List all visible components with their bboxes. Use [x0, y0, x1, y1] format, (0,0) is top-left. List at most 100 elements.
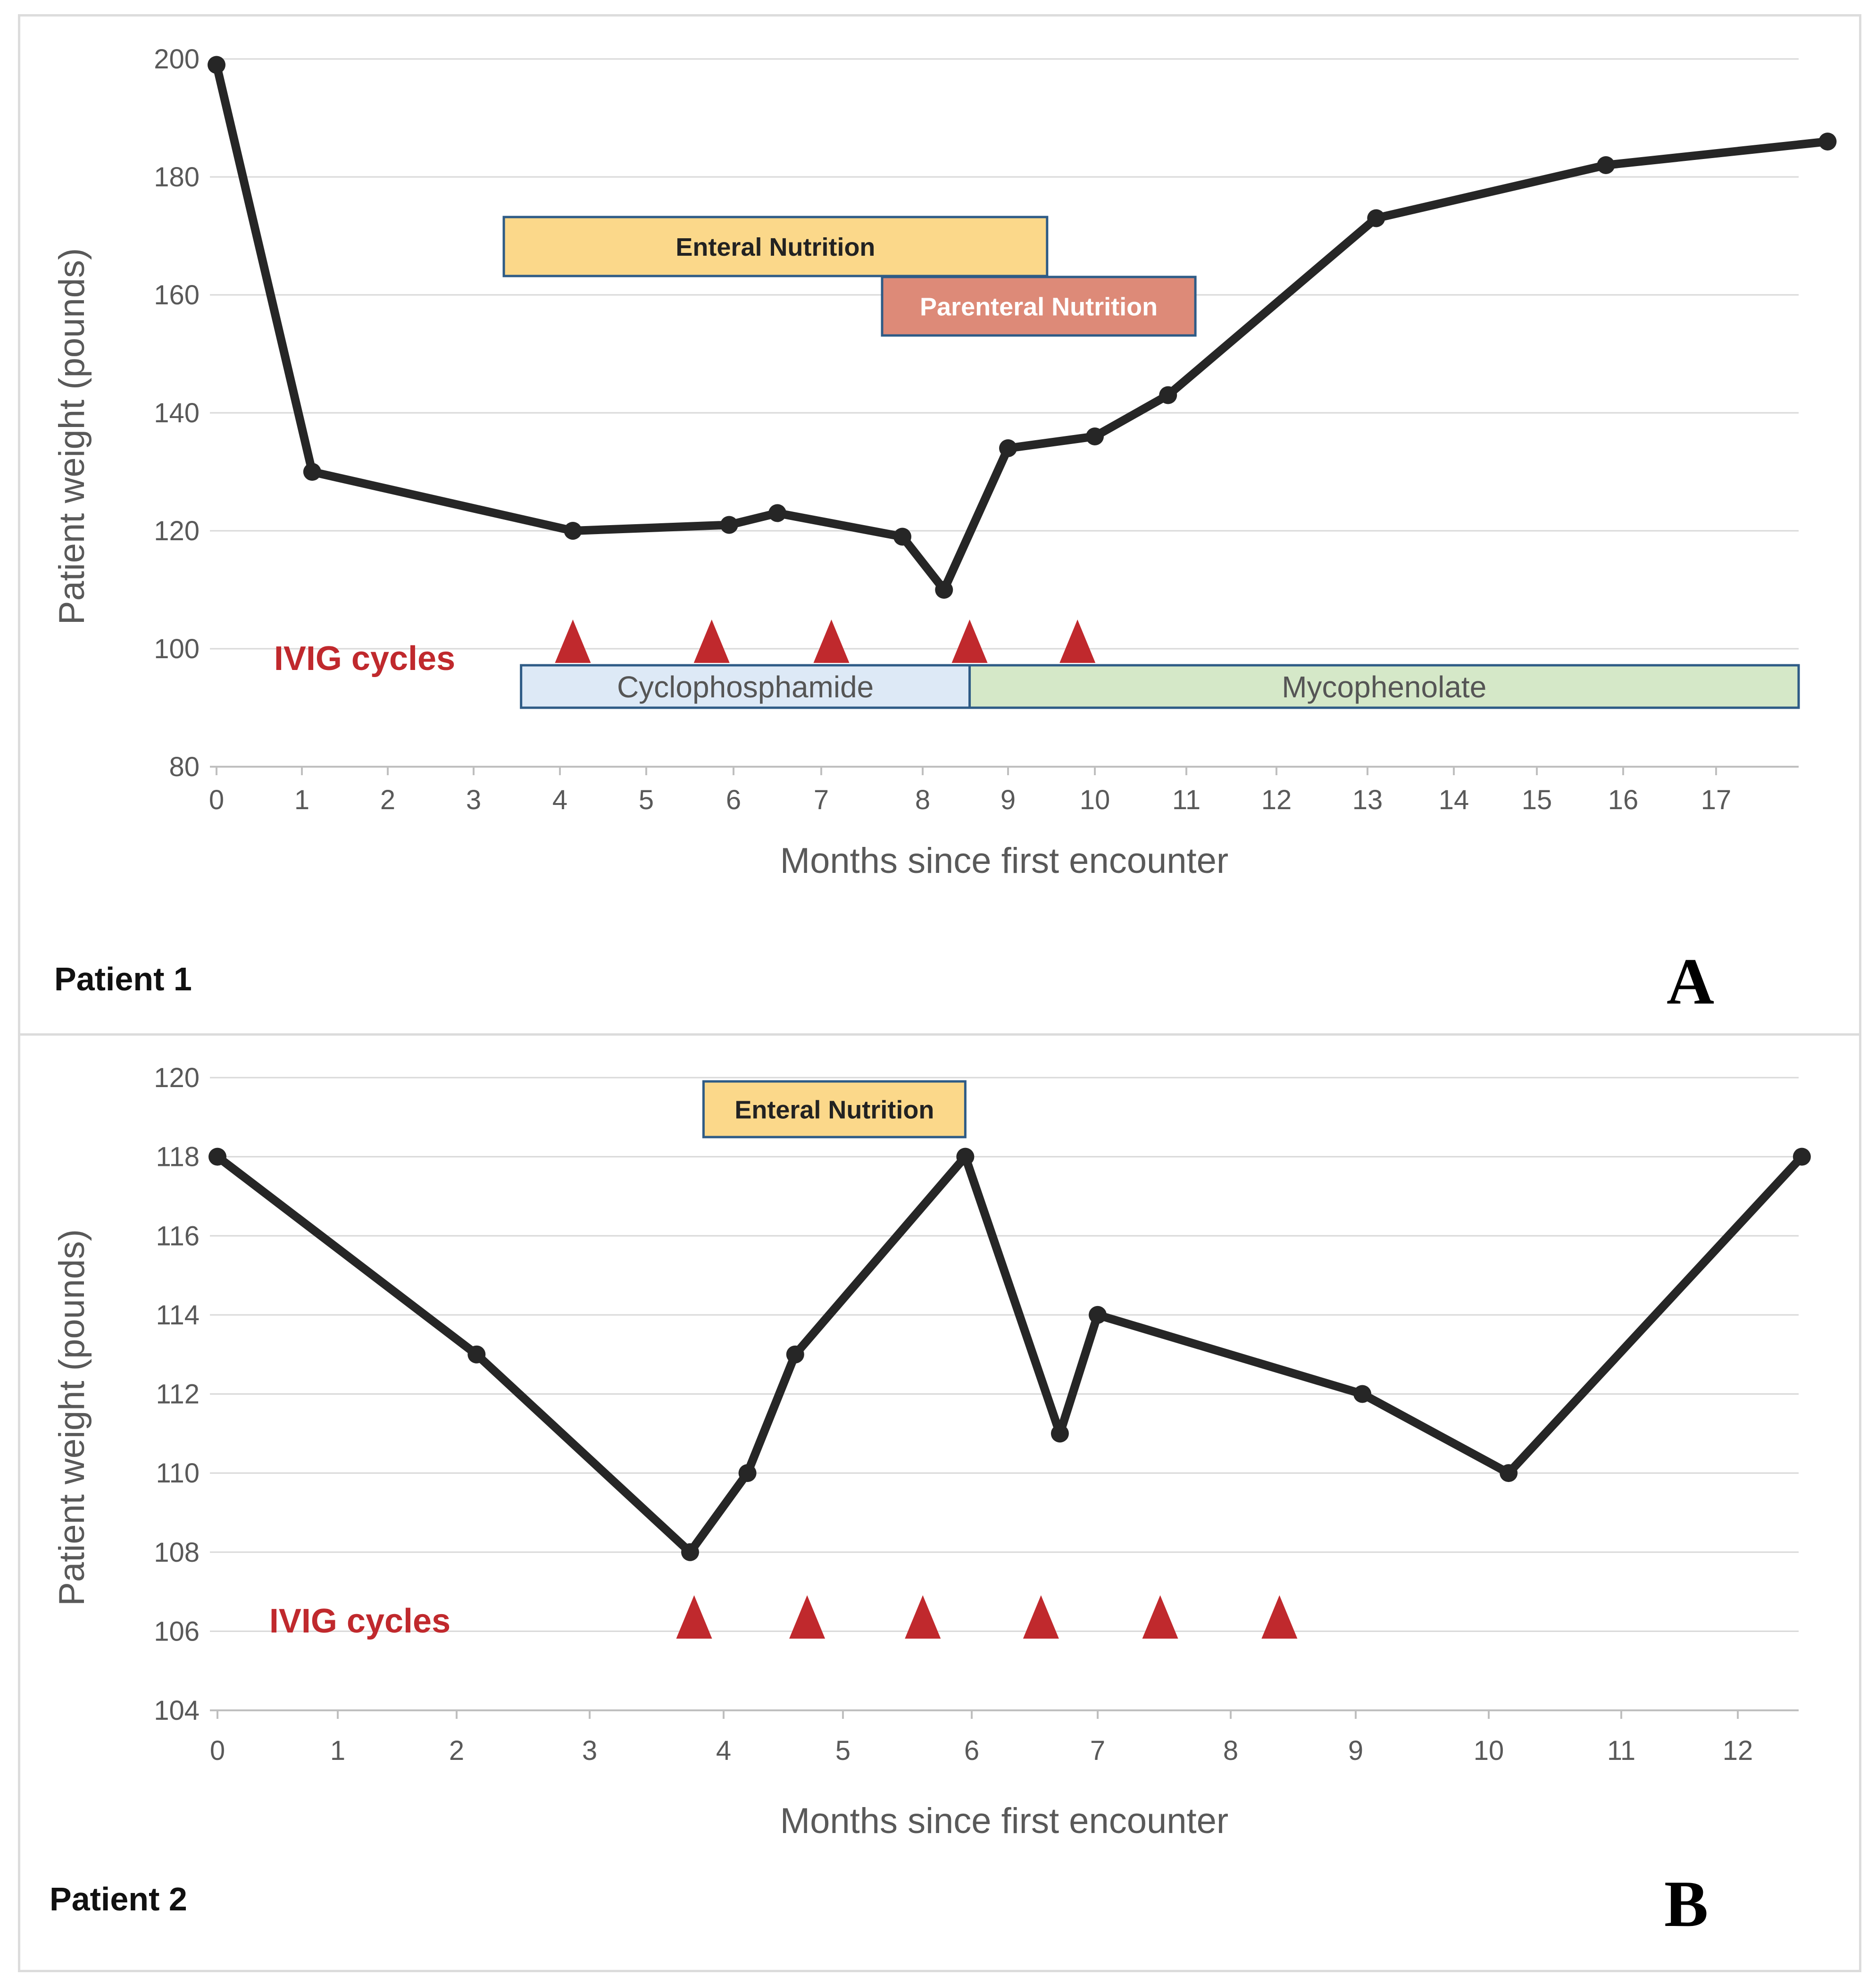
x-tick-label: 14: [1439, 785, 1469, 815]
treatment-bar: [502, 216, 1049, 277]
x-tick-label: 2: [449, 1735, 464, 1766]
x-tick-label: 16: [1608, 785, 1639, 815]
ivig-triangle: [693, 619, 730, 663]
treatment-bar-label: Enteral Nutrition: [734, 1096, 934, 1124]
chart-panel-b: 104 106 108 110 112 114 116 118 120 0 1 2 3 4 5 6 7 8 9 10 1…: [18, 1033, 1861, 1972]
weight-point: [1353, 1385, 1372, 1403]
weight-point: [303, 463, 321, 481]
patient-label-a: Patient 1: [54, 961, 192, 997]
weight-point: [681, 1543, 699, 1561]
weight-point: [935, 581, 953, 599]
x-tick-label: 3: [582, 1735, 597, 1766]
treatment-bar: [881, 276, 1197, 337]
x-tick-label: 12: [1723, 1735, 1753, 1766]
weight-point: [786, 1345, 804, 1364]
y-axis-title: Patient weight (pounds): [52, 1229, 92, 1606]
weight-point: [738, 1464, 757, 1482]
weight-point: [1089, 1306, 1107, 1324]
x-axis-title: Months since first encounter: [780, 1801, 1228, 1841]
x-tick-label: 10: [1080, 785, 1110, 815]
panel-letter-b: B: [1664, 1867, 1709, 1941]
x-tick-label: 6: [726, 785, 741, 815]
chart-panel-a: 80 100 120 140 160 180 200 0 1 2 3 4 5 6 7 8 9 10 11 12 13 14…: [18, 14, 1861, 1038]
weight-point: [1818, 133, 1837, 151]
weight-point: [564, 522, 582, 540]
weight-line: [213, 1152, 1806, 1557]
treatment-bar: [520, 664, 971, 709]
y-tick-label: 112: [156, 1379, 200, 1410]
x-tick-label: 10: [1474, 1735, 1504, 1766]
x-tick-label: 5: [835, 1735, 850, 1766]
ivig-triangle: [789, 1595, 825, 1639]
weight-point: [208, 56, 225, 74]
weight-point: [1500, 1464, 1518, 1482]
y-tick-label: 110: [156, 1458, 200, 1489]
x-tick-label: 7: [814, 785, 829, 815]
ivig-label: IVIG cycles: [274, 640, 455, 678]
y-tick-label: 114: [156, 1300, 200, 1331]
x-tick-label: 0: [209, 785, 224, 815]
x-tick-label: 4: [716, 1735, 731, 1766]
weight-point: [720, 516, 738, 534]
ivig-triangle: [951, 619, 988, 663]
treatment-bar: [968, 664, 1800, 709]
x-tick-label: 9: [1348, 1735, 1363, 1766]
y-tick-label: 116: [156, 1221, 200, 1251]
weight-point: [1793, 1147, 1811, 1166]
weight-point: [999, 439, 1017, 457]
y-tick-label: 120: [154, 516, 200, 546]
x-tick-label: 13: [1352, 785, 1383, 815]
x-tick-label: 3: [466, 785, 481, 815]
weight-point: [208, 1147, 226, 1166]
weight-point: [1086, 427, 1104, 445]
treatment-bar-label: Mycophenolate: [1282, 670, 1486, 704]
x-tick-label: 1: [330, 1735, 345, 1766]
treatment-bar: [702, 1080, 967, 1138]
y-tick-label: 160: [154, 280, 200, 310]
weight-point: [893, 527, 911, 546]
y-axis-title: Patient weight (pounds): [52, 248, 92, 625]
weight-point: [1367, 209, 1385, 227]
weight-point: [768, 504, 786, 522]
x-tick-label: 12: [1261, 785, 1292, 815]
weight-point: [1597, 156, 1615, 174]
ivig-triangle: [905, 1595, 941, 1639]
x-tick-label: 2: [380, 785, 395, 815]
x-tick-label: 8: [1223, 1735, 1238, 1766]
patient-label-b: Patient 2: [50, 1881, 187, 1917]
y-tick-label: 106: [154, 1616, 200, 1647]
ivig-triangle: [555, 619, 591, 663]
y-tick-label: 100: [154, 634, 200, 664]
x-tick-label: 8: [915, 785, 930, 815]
x-tick-label: 5: [639, 785, 654, 815]
x-tick-label: 0: [210, 1735, 225, 1766]
weight-point: [1159, 386, 1177, 404]
y-tick-label: 180: [154, 162, 200, 193]
x-tick-label: 1: [294, 785, 309, 815]
y-tick-label: 108: [154, 1537, 200, 1568]
x-tick-label: 6: [964, 1735, 979, 1766]
panel-letter-a: A: [1667, 945, 1715, 1018]
y-tick-label: 120: [154, 1063, 200, 1093]
y-tick-label: 140: [154, 398, 200, 428]
ivig-triangle: [1023, 1595, 1059, 1639]
y-tick-label: 118: [156, 1142, 200, 1172]
ivig-triangle: [1261, 1595, 1298, 1639]
weight-point: [1051, 1424, 1069, 1443]
y-tick-label: 200: [154, 44, 200, 75]
ivig-label: IVIG cycles: [269, 1602, 450, 1640]
weight-point: [956, 1147, 975, 1166]
y-tick-label: 80: [169, 752, 200, 782]
weight-point: [467, 1345, 486, 1364]
ivig-triangle: [813, 619, 850, 663]
x-tick-label: 7: [1090, 1735, 1105, 1766]
ivig-triangle: [676, 1595, 712, 1639]
x-tick-label: 11: [1607, 1735, 1635, 1766]
x-tick-label: 15: [1522, 785, 1552, 815]
x-tick-label: 4: [552, 785, 567, 815]
x-tick-label: 11: [1172, 785, 1201, 815]
y-tick-label: 104: [154, 1695, 200, 1726]
ivig-triangle: [1142, 1595, 1178, 1639]
